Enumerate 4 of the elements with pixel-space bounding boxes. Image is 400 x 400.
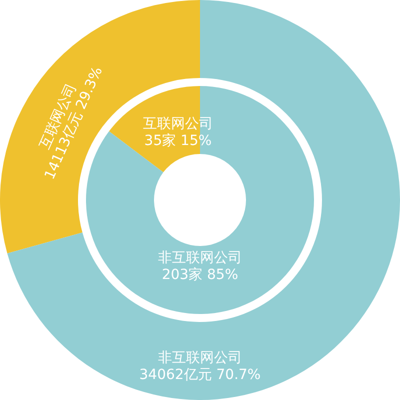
data-label: 34062亿元 70.7%: [139, 367, 261, 383]
slice-label: 非互联网公司: [158, 350, 242, 366]
slice-label: 非互联网公司: [158, 250, 242, 266]
data-label: 203家 85%: [162, 267, 238, 283]
